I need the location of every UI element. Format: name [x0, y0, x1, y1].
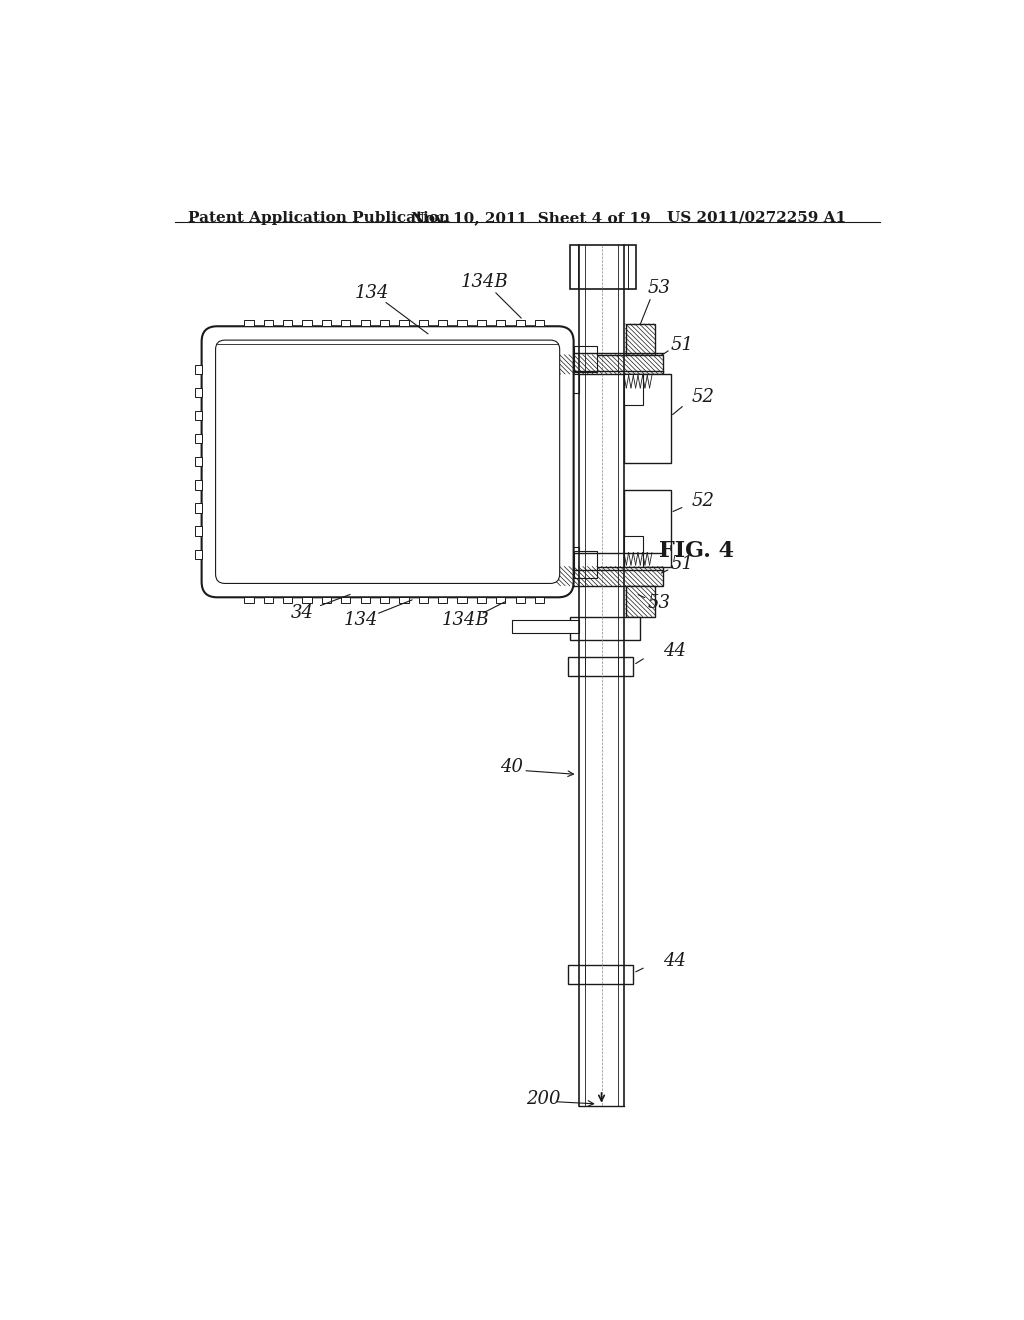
FancyBboxPatch shape — [202, 326, 573, 598]
Text: 44: 44 — [663, 952, 686, 970]
Text: 51: 51 — [671, 556, 693, 573]
Bar — [302, 321, 311, 326]
Text: 134: 134 — [355, 284, 389, 302]
Bar — [535, 597, 544, 603]
Bar — [573, 552, 597, 578]
Bar — [245, 321, 254, 326]
Bar — [263, 321, 273, 326]
Bar — [322, 321, 331, 326]
Bar — [458, 597, 467, 603]
Bar — [535, 321, 544, 326]
Bar — [569, 616, 640, 640]
Text: 53: 53 — [647, 594, 671, 611]
Text: 200: 200 — [526, 1090, 561, 1109]
Text: 53: 53 — [647, 279, 671, 297]
Bar — [626, 586, 655, 616]
Bar — [569, 244, 636, 289]
Bar — [568, 657, 633, 676]
Bar — [360, 597, 370, 603]
Bar — [341, 597, 350, 603]
Bar — [573, 346, 597, 372]
Bar — [515, 321, 524, 326]
Bar — [496, 597, 506, 603]
Bar — [196, 480, 202, 490]
Text: 34: 34 — [291, 603, 314, 622]
Text: 134B: 134B — [461, 273, 508, 290]
Bar — [438, 597, 447, 603]
Bar — [624, 490, 671, 566]
Bar — [512, 620, 579, 634]
Bar — [458, 321, 467, 326]
Bar — [196, 549, 202, 558]
Bar — [360, 321, 370, 326]
Text: 134: 134 — [343, 611, 378, 630]
FancyBboxPatch shape — [216, 341, 560, 583]
Bar — [477, 597, 486, 603]
Bar — [245, 597, 254, 603]
Bar — [515, 597, 524, 603]
Bar — [624, 374, 671, 462]
Text: 44: 44 — [663, 643, 686, 660]
Bar — [322, 597, 331, 603]
Bar — [568, 965, 633, 983]
Bar — [196, 527, 202, 536]
Text: 52: 52 — [691, 492, 715, 510]
Text: FIG. 4: FIG. 4 — [658, 540, 734, 562]
Bar — [196, 411, 202, 420]
Bar — [624, 536, 643, 566]
Text: Patent Application Publication: Patent Application Publication — [188, 211, 451, 224]
Text: Nov. 10, 2011  Sheet 4 of 19: Nov. 10, 2011 Sheet 4 of 19 — [411, 211, 650, 224]
Bar — [196, 364, 202, 374]
Bar — [556, 355, 663, 374]
Bar — [562, 548, 579, 566]
Bar — [219, 536, 260, 570]
Bar — [399, 321, 409, 326]
Bar — [196, 434, 202, 444]
Bar — [196, 457, 202, 466]
Bar — [399, 597, 409, 603]
Bar — [380, 321, 389, 326]
Text: US 2011/0272259 A1: US 2011/0272259 A1 — [667, 211, 846, 224]
Bar — [380, 597, 389, 603]
Bar — [302, 597, 311, 603]
Bar — [477, 321, 486, 326]
Bar — [196, 388, 202, 397]
Bar — [562, 374, 579, 393]
Text: 134B: 134B — [441, 611, 489, 630]
Bar — [624, 374, 643, 405]
Bar — [419, 321, 428, 326]
Text: 51: 51 — [671, 335, 693, 354]
Bar — [196, 503, 202, 512]
Text: 40: 40 — [500, 758, 523, 776]
Bar — [341, 321, 350, 326]
Bar — [438, 321, 447, 326]
Bar — [219, 354, 260, 388]
Bar — [283, 597, 292, 603]
Bar — [496, 321, 506, 326]
Bar — [419, 597, 428, 603]
Bar — [283, 321, 292, 326]
Bar — [263, 597, 273, 603]
Bar — [626, 323, 655, 355]
Bar — [556, 566, 663, 586]
Text: 52: 52 — [691, 388, 715, 407]
